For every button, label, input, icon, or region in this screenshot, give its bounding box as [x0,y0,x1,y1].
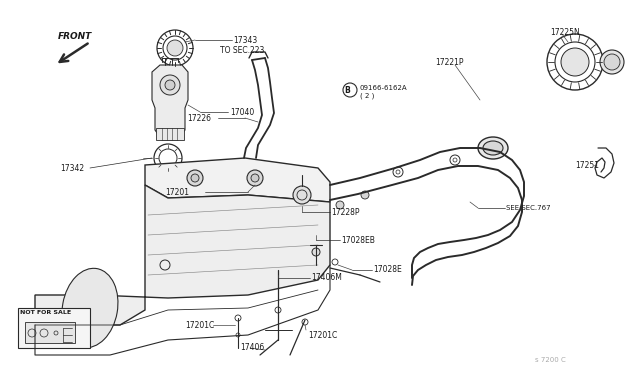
Text: 17028EB: 17028EB [341,235,375,244]
Circle shape [191,174,199,182]
Text: FRONT: FRONT [58,32,92,41]
Ellipse shape [62,268,118,348]
Text: 17201: 17201 [165,187,189,196]
Text: 17406M: 17406M [311,273,342,282]
Circle shape [336,201,344,209]
Text: 17201C: 17201C [185,321,214,330]
Text: ( 2 ): ( 2 ) [360,93,374,99]
Text: 17028E: 17028E [373,266,402,275]
Text: 17221P: 17221P [435,58,463,67]
Circle shape [247,170,263,186]
Ellipse shape [483,141,503,155]
Text: 17343: 17343 [233,35,257,45]
Circle shape [312,248,320,256]
Text: 17201C: 17201C [308,330,337,340]
FancyBboxPatch shape [18,308,90,348]
Circle shape [251,174,259,182]
Circle shape [160,75,180,95]
Circle shape [361,191,369,199]
Circle shape [167,40,183,56]
Circle shape [561,48,589,76]
Circle shape [293,186,311,204]
Text: 17228P: 17228P [331,208,360,217]
Text: 17251: 17251 [575,160,599,170]
Circle shape [604,54,620,70]
Text: 17225N: 17225N [550,28,580,36]
Polygon shape [35,185,330,325]
Text: s 7200 C: s 7200 C [535,357,566,363]
Text: 17040: 17040 [230,108,254,116]
Circle shape [187,170,203,186]
Polygon shape [25,322,75,343]
Text: TO SEC.223: TO SEC.223 [220,45,264,55]
Polygon shape [145,158,330,202]
Text: SEE SEC.767: SEE SEC.767 [506,205,550,211]
Polygon shape [152,65,188,140]
Text: 09166-6162A: 09166-6162A [360,85,408,91]
Text: 17226: 17226 [187,113,211,122]
Polygon shape [156,128,184,140]
Text: 17342: 17342 [60,164,84,173]
Text: 17406: 17406 [240,343,264,353]
Circle shape [600,50,624,74]
Text: B: B [344,86,350,94]
Circle shape [165,80,175,90]
Text: NOT FOR SALE: NOT FOR SALE [20,311,71,315]
Ellipse shape [478,137,508,159]
